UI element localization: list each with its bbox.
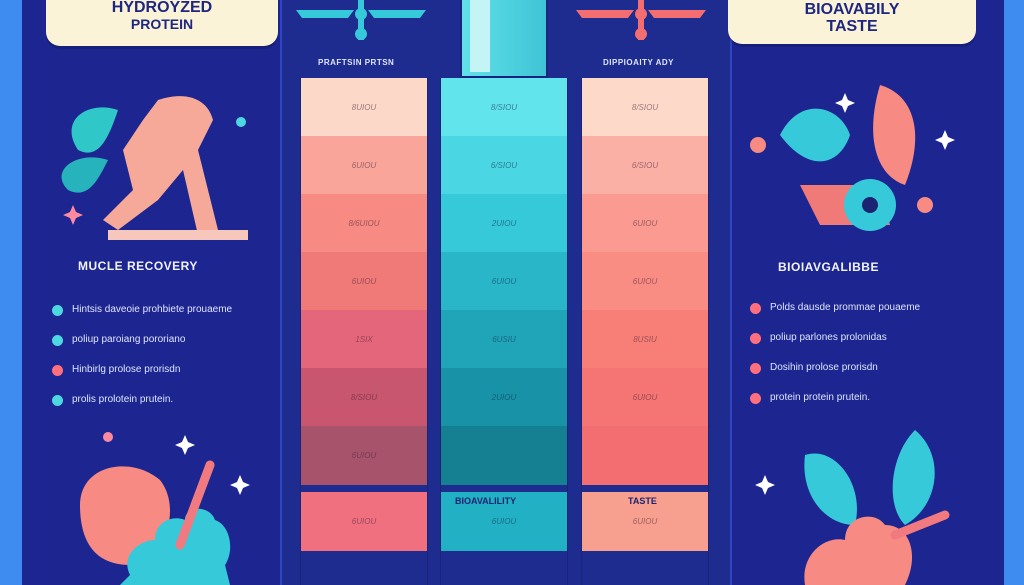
left-section-heading: MUCLE RECOVERY <box>78 259 198 273</box>
column-segment: 6UIOU <box>301 492 427 551</box>
column-segment: 6USIU <box>441 310 567 369</box>
left-bullet-item: prolis prolotein prutein. <box>52 394 232 406</box>
right-bullet-item: Dosihin prolose prorisdn <box>750 362 920 374</box>
bottle-cap-icon-right <box>576 0 706 40</box>
left-edge-strip <box>0 0 22 585</box>
left-title-card: HYDROYZED PROTEIN <box>46 0 278 46</box>
column-segment: 8/SIOU <box>582 78 708 137</box>
right-section-heading: BIOIAVGALIBBE <box>778 260 879 274</box>
column-segment: 8/SIOU <box>441 78 567 137</box>
right-title-card: BIOAVABILY TASTE <box>728 0 976 44</box>
column-segment: 1SIX <box>301 310 427 369</box>
bullet-dot-icon <box>52 395 63 406</box>
column-segment: 8/SIOU <box>301 368 427 427</box>
bullet-dot-icon <box>52 305 63 316</box>
column-segment: 8/6UIOU <box>301 194 427 253</box>
column-segment: 6UIOU <box>582 252 708 311</box>
bullet-dot-icon <box>52 365 63 376</box>
leaf-flower-icon <box>750 85 955 231</box>
right-bullet-item: poliup parlones prolonidas <box>750 332 920 344</box>
column-segment: 6UIOU <box>441 252 567 311</box>
right-bullet-item: protein protein prutein. <box>750 392 920 404</box>
bullet-dot-icon <box>750 363 761 374</box>
right-bullet-item: Polds dausde prommae pouaeme <box>750 302 920 314</box>
protein-scoop-icon <box>80 432 250 585</box>
muscle-figure-icon <box>61 96 248 240</box>
right-title-line1: BIOAVABILY <box>804 1 900 18</box>
column-segment: 6UIOU <box>582 492 708 551</box>
bullet-dot-icon <box>750 333 761 344</box>
gradient-column-3: 8/SIOU 6/SIOU 6UIOU 6UIOU 8USIU 6UIOU 6UIOU <box>581 78 709 585</box>
gradient-column-1: 8UIOU 6UIOU 8/6UIOU 6UIOU 1SIX 8/SIOU 6UIOU 6UI… <box>300 78 428 585</box>
gradient-column-2: 8/SIOU 6/SIOU 2UIOU 6UIOU 6USIU 2UIOU 6UIOU <box>440 78 568 585</box>
column-segment: 6UIOU <box>582 368 708 427</box>
column-segment <box>582 426 708 485</box>
column-segment <box>441 426 567 485</box>
bioavailability-label: BIOAVALILITY <box>455 496 517 506</box>
right-edge-strip <box>1002 0 1024 585</box>
left-title-line1: HYDROYZED <box>111 0 213 16</box>
column-segment: 2UIOU <box>441 368 567 427</box>
left-title-line2: PROTEIN <box>130 15 194 32</box>
shaker-tube-icon <box>460 0 548 78</box>
left-bullet-item: Hintsis daveoie prohbiete prouaeme <box>52 304 232 316</box>
left-bullet-list: Hintsis daveoie prohbiete prouaeme poliu… <box>52 304 232 424</box>
column-segment: 6UIOU <box>582 194 708 253</box>
right-panel <box>730 0 1004 585</box>
column-segment: 6UIOU <box>301 426 427 485</box>
taste-label: TASTE <box>628 496 657 506</box>
bullet-dot-icon <box>52 335 63 346</box>
right-title-line2: TASTE <box>826 17 878 35</box>
leaf-scoop-icon <box>755 430 950 585</box>
column-segment: 8UIOU <box>301 78 427 137</box>
column-segment: 6UIOU <box>301 136 427 195</box>
column-segment: 6UIOU <box>301 252 427 311</box>
bottle-cap-icon-left <box>296 0 426 40</box>
right-bullet-list: Polds dausde prommae pouaeme poliup parl… <box>750 302 920 422</box>
column-segment: 6/SIOU <box>582 136 708 195</box>
column-segment: 2UIOU <box>441 194 567 253</box>
column-label-right: DIPPIOAITY ADY <box>603 58 675 67</box>
left-bullet-item: Hinbirlg prolose prorisdn <box>52 364 232 376</box>
column-label-left: PRAFTSIN PRTSN <box>318 58 395 67</box>
bullet-dot-icon <box>750 303 761 314</box>
left-bullet-item: poliup paroiang pororiano <box>52 334 232 346</box>
column-segment: 6UIOU <box>441 492 567 551</box>
column-segment: 6/SIOU <box>441 136 567 195</box>
column-segment: 8USIU <box>582 310 708 369</box>
bullet-dot-icon <box>750 393 761 404</box>
